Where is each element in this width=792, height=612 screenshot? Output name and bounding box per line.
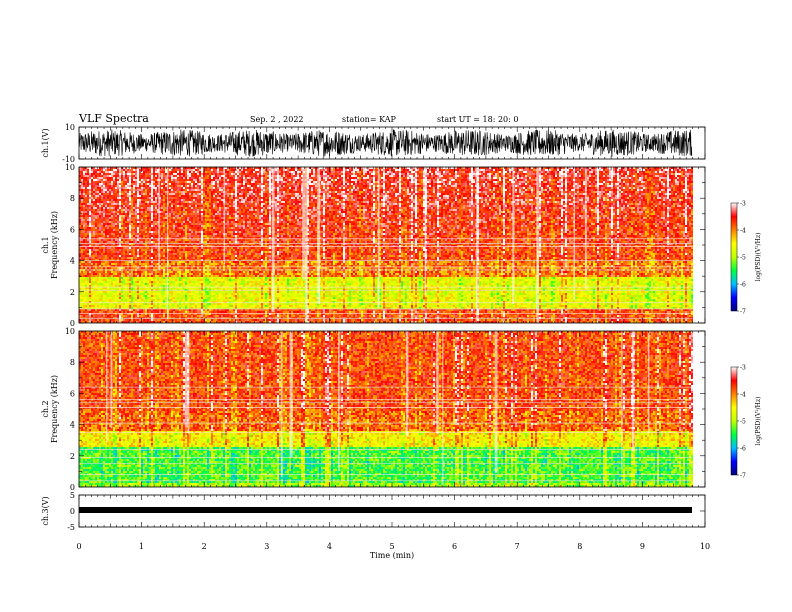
ytick-label: 6 xyxy=(70,225,75,234)
ytick-label: 8 xyxy=(70,194,75,203)
ytick-label: 2 xyxy=(70,452,75,461)
ytick-label: 4 xyxy=(70,421,75,430)
ch1-spike xyxy=(512,167,514,304)
colorbar-2 xyxy=(731,367,737,475)
colorbar-tick-label: -7 xyxy=(740,309,746,316)
ylabel: ch.1 xyxy=(41,236,50,253)
ch2-spike xyxy=(436,331,438,434)
ch2-spike xyxy=(648,331,650,434)
colorbar-tick-label: -5 xyxy=(740,255,746,262)
ytick-label: 8 xyxy=(70,358,75,367)
vlf-figure: 10-10ch.1(V)0246810ch.1 Frequency (kHz)02… xyxy=(0,0,792,612)
xtick-label: 0 xyxy=(76,542,81,551)
ylabel: ch.3(V) xyxy=(41,496,50,525)
ytick-label: 4 xyxy=(70,257,75,266)
colorbar-tick-label: -7 xyxy=(740,473,746,480)
colorbar-tick-label: -3 xyxy=(740,201,746,208)
colorbar-tick-label: -3 xyxy=(740,365,746,372)
ch1-spike xyxy=(476,167,479,320)
ch1-spike xyxy=(378,167,380,308)
ch1-waveform-line xyxy=(79,130,692,157)
ch2-spike xyxy=(185,331,188,427)
colorbar-1 xyxy=(731,203,737,311)
ch1-spike xyxy=(317,167,320,304)
ch3-waveform-band xyxy=(79,507,692,513)
ch1-spike xyxy=(574,167,575,300)
xtick-label: 2 xyxy=(202,542,207,551)
ytick-label: 0 xyxy=(70,507,75,516)
ch1-spectrogram-image xyxy=(79,167,693,323)
ch2-spike xyxy=(621,331,622,469)
ch1-spike xyxy=(536,167,538,323)
ytick-label: 2 xyxy=(70,288,75,297)
ytick-label: 10 xyxy=(65,327,75,336)
ytick-label: 5 xyxy=(70,491,75,500)
ch1-spike xyxy=(302,167,305,279)
ytick-label: 10 xyxy=(65,163,75,172)
xtick-label: 5 xyxy=(389,542,394,551)
xlabel: Time (min) xyxy=(370,551,414,560)
xtick-label: 9 xyxy=(640,542,645,551)
xtick-label: 7 xyxy=(515,542,520,551)
xtick-label: 3 xyxy=(264,542,269,551)
ch2-spike xyxy=(406,331,409,437)
ch1-spike xyxy=(224,167,225,264)
colorbar-tick-label: -4 xyxy=(740,392,746,399)
ch2-spike xyxy=(188,331,190,434)
xtick-label: 1 xyxy=(139,542,144,551)
ch2-spike xyxy=(110,331,112,428)
ch2-spike xyxy=(290,331,293,457)
xtick-label: 4 xyxy=(327,542,332,551)
ch2-spike xyxy=(281,331,283,477)
ch1-spike xyxy=(272,167,275,312)
colorbar-tick-label: -5 xyxy=(740,419,746,426)
colorbar-tick-label: -6 xyxy=(740,282,746,289)
colorbar-tick-label: -6 xyxy=(740,446,746,453)
ytick-label: 10 xyxy=(65,123,75,132)
ch1-spike xyxy=(425,167,427,295)
ch2-spike xyxy=(495,331,498,473)
colorbar-label: log(PSD)(V²/Hz) xyxy=(755,233,762,282)
ch2-spike xyxy=(338,331,340,471)
ch1-spike xyxy=(167,167,168,319)
ylabel: Frequency (kHz) xyxy=(50,211,59,279)
xtick-label: 10 xyxy=(700,542,710,551)
xtick-label: 6 xyxy=(452,542,457,551)
ch2-spike xyxy=(106,331,107,442)
ylabel: ch.1(V) xyxy=(41,128,50,157)
colorbar-label: log(PSD)(V²/Hz) xyxy=(755,397,762,446)
ytick-label: -5 xyxy=(67,523,75,532)
ytick-label: 6 xyxy=(70,389,75,398)
colorbar-tick-label: -4 xyxy=(740,228,746,235)
xtick-label: 8 xyxy=(577,542,582,551)
ch2-spike xyxy=(442,331,443,485)
ch2-spike xyxy=(632,331,635,452)
ch1-spike xyxy=(158,167,160,270)
ch1-spike xyxy=(305,167,308,322)
ylabel: Frequency (kHz) xyxy=(50,375,59,443)
ylabel: ch.2 xyxy=(41,400,50,417)
ch1-spike xyxy=(585,167,587,289)
